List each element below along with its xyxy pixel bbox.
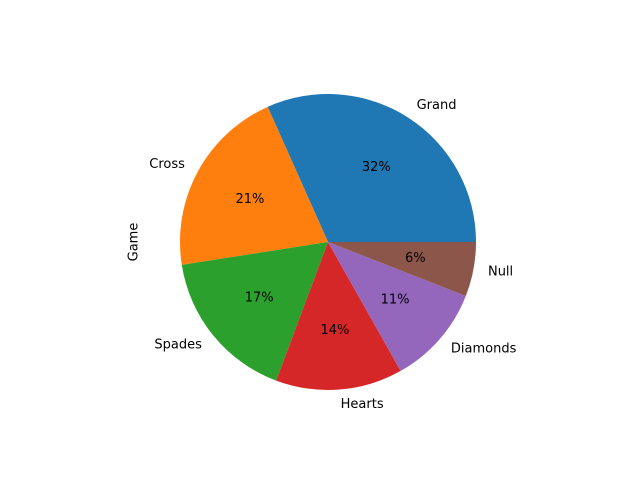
slice-label-diamonds: Diamonds bbox=[451, 341, 517, 356]
percent-label-grand: 32% bbox=[362, 160, 391, 175]
slice-null bbox=[328, 242, 476, 296]
slice-hearts bbox=[276, 242, 401, 390]
percent-label-hearts: 14% bbox=[320, 323, 349, 338]
percent-label-cross: 21% bbox=[236, 192, 265, 207]
y-axis-label: Game bbox=[127, 223, 142, 262]
percent-label-spades: 17% bbox=[245, 291, 274, 306]
slice-label-cross: Cross bbox=[149, 157, 185, 172]
slice-label-spades: Spades bbox=[154, 337, 202, 352]
slice-cross bbox=[180, 106, 328, 265]
slice-spades bbox=[181, 242, 328, 381]
pie-slices bbox=[180, 93, 476, 390]
slice-label-grand: Grand bbox=[417, 98, 457, 113]
percent-label-diamonds: 11% bbox=[381, 293, 410, 308]
slice-diamonds bbox=[328, 242, 466, 371]
slice-label-hearts: Hearts bbox=[341, 397, 384, 412]
slice-label-null: Null bbox=[488, 265, 513, 280]
percent-label-null: 6% bbox=[405, 251, 426, 266]
slice-grand bbox=[267, 93, 476, 242]
pie-labels: 32% Grand 21% Cross 17% Spades 14% Hearts 11% Dia… bbox=[149, 98, 516, 412]
